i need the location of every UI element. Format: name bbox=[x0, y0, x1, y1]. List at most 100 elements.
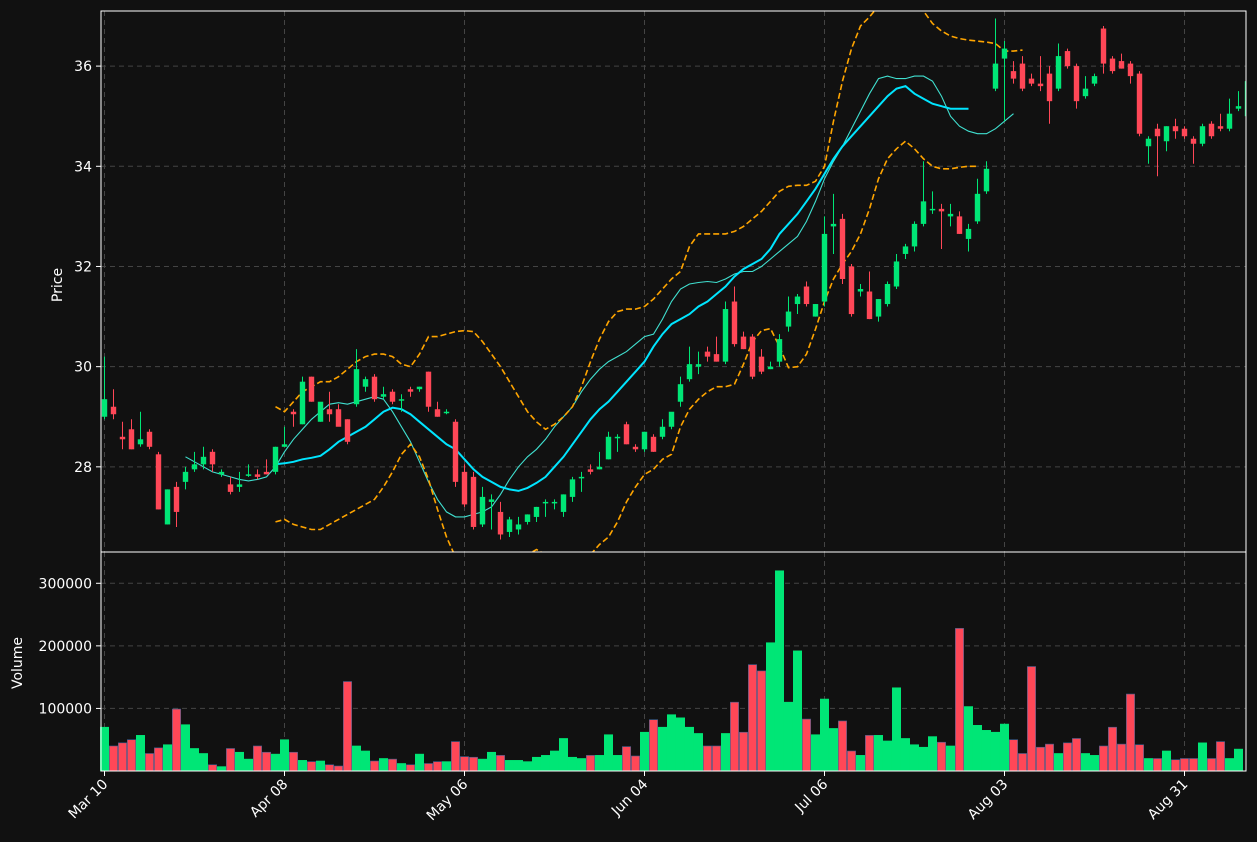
volume-bar bbox=[279, 739, 289, 772]
candle-up bbox=[911, 223, 918, 247]
candle-down bbox=[758, 356, 765, 372]
price-tick-label: 34 bbox=[74, 159, 92, 175]
volume-bar bbox=[612, 755, 622, 772]
volume-bar bbox=[432, 761, 442, 772]
volume-bar bbox=[945, 745, 955, 772]
candle-up bbox=[506, 519, 513, 532]
volume-bar bbox=[540, 755, 550, 772]
candle-up bbox=[515, 524, 522, 530]
volume-bar bbox=[1027, 666, 1037, 772]
candle-up bbox=[551, 501, 558, 504]
candle-up bbox=[236, 484, 243, 487]
volume-bar bbox=[828, 728, 838, 772]
candle-down bbox=[1172, 126, 1179, 132]
candle-up bbox=[920, 201, 927, 224]
volume-bar bbox=[1036, 746, 1046, 772]
volume-bar bbox=[729, 701, 739, 772]
candle-up bbox=[974, 193, 981, 222]
volume-bar bbox=[297, 760, 307, 772]
candle-down bbox=[434, 409, 441, 417]
candle-down bbox=[749, 336, 756, 377]
volume-bar bbox=[639, 731, 649, 772]
candle-up bbox=[1244, 81, 1246, 117]
volume-bar bbox=[315, 760, 325, 772]
candle-down bbox=[1181, 128, 1188, 137]
candle-up bbox=[560, 494, 567, 512]
candle-up bbox=[767, 366, 774, 370]
candle-down bbox=[704, 351, 711, 357]
candle-up bbox=[488, 499, 495, 502]
volume-bar bbox=[522, 761, 532, 772]
price-tick-label: 28 bbox=[74, 460, 92, 476]
candle-up bbox=[641, 431, 648, 450]
volume-bar bbox=[882, 740, 892, 772]
volume-bar bbox=[396, 763, 406, 772]
candle-down bbox=[839, 218, 846, 279]
candle-down bbox=[1037, 83, 1044, 87]
volume-bar bbox=[720, 733, 730, 772]
volume-bar bbox=[936, 741, 946, 772]
candle-down bbox=[1154, 128, 1161, 137]
volume-bar bbox=[954, 628, 964, 772]
candle-up bbox=[1235, 106, 1242, 109]
candle-up bbox=[668, 411, 675, 427]
candle-up bbox=[965, 228, 972, 239]
candle-up bbox=[524, 514, 531, 522]
volume-bar bbox=[1153, 758, 1163, 772]
volume-bar bbox=[738, 731, 748, 772]
candle-up bbox=[182, 471, 189, 482]
candle-up bbox=[191, 464, 198, 470]
candle-up bbox=[1199, 126, 1206, 144]
volume-bar bbox=[459, 756, 469, 772]
candle-down bbox=[209, 451, 216, 465]
volume-bar bbox=[1189, 758, 1199, 772]
volume-tick-label: 300000 bbox=[39, 576, 92, 592]
candle-down bbox=[335, 409, 342, 427]
volume-bar bbox=[1090, 755, 1100, 772]
volume-bar bbox=[226, 748, 236, 772]
volume-bar bbox=[486, 751, 496, 772]
volume-bar bbox=[603, 734, 613, 772]
volume-bar bbox=[810, 734, 820, 772]
volume-bar bbox=[441, 761, 451, 772]
volume-bar bbox=[244, 758, 254, 772]
candle-down bbox=[128, 429, 135, 450]
volume-bar bbox=[909, 744, 919, 772]
volume-bar bbox=[855, 755, 865, 772]
volume-bar bbox=[513, 760, 523, 772]
candle-up bbox=[722, 309, 729, 362]
candle-down bbox=[119, 436, 126, 440]
price-tick-label: 32 bbox=[74, 259, 92, 275]
candle-up bbox=[821, 233, 828, 302]
volume-bar bbox=[181, 724, 191, 772]
candle-up bbox=[659, 426, 666, 437]
candle-up bbox=[686, 364, 693, 380]
bollinger-upper-line bbox=[275, 11, 1023, 431]
volume-bar bbox=[1135, 744, 1145, 772]
candle-down bbox=[803, 286, 810, 305]
volume-bar bbox=[1108, 726, 1118, 772]
candle-up bbox=[218, 471, 225, 475]
candle-down bbox=[866, 291, 873, 320]
volume-bar bbox=[253, 745, 263, 772]
moving-average-line bbox=[185, 75, 1014, 518]
candle-down bbox=[461, 471, 468, 505]
candle-up bbox=[1001, 48, 1008, 59]
volume-bar bbox=[127, 739, 137, 772]
volume-bar bbox=[423, 763, 433, 772]
candle-down bbox=[1100, 28, 1107, 64]
volume-axis: 100000 200000 300000 bbox=[39, 551, 1247, 772]
price-axis-title: Price bbox=[50, 268, 66, 302]
candle-down bbox=[1208, 123, 1215, 137]
volume-bar bbox=[1225, 758, 1235, 772]
volume-frame bbox=[100, 551, 1247, 772]
candle-down bbox=[1190, 138, 1197, 144]
volume-bar bbox=[963, 706, 973, 772]
volume-bar bbox=[630, 755, 640, 772]
volume-bar bbox=[342, 681, 352, 772]
candle-up bbox=[695, 364, 702, 367]
volume-bar bbox=[351, 745, 361, 772]
volume-bar bbox=[333, 765, 343, 772]
volume-bar bbox=[477, 758, 487, 772]
volume-bar bbox=[1126, 693, 1136, 772]
